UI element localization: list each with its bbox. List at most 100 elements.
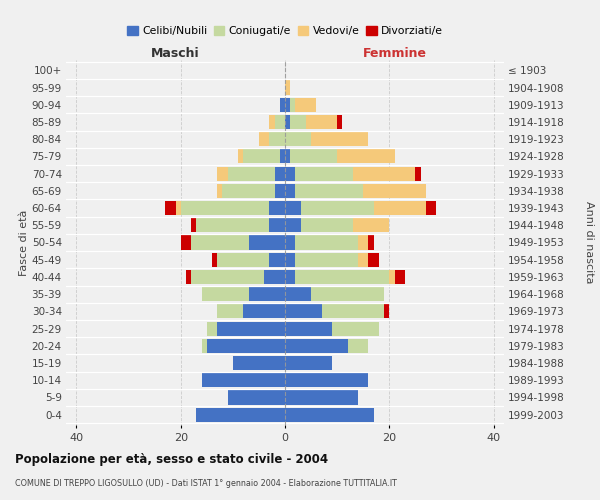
Y-axis label: Fasce di età: Fasce di età (19, 210, 29, 276)
Bar (202, 338, 207, 353)
Bar (290, 115, 306, 129)
Bar (269, 201, 285, 215)
Bar (285, 304, 322, 318)
Bar (285, 201, 301, 215)
Bar (322, 304, 384, 318)
Bar (280, 98, 285, 112)
Bar (269, 115, 275, 129)
Bar (295, 184, 363, 198)
Bar (285, 373, 368, 388)
Bar (191, 218, 196, 232)
Bar (181, 201, 269, 215)
Bar (207, 322, 217, 336)
Bar (207, 338, 285, 353)
Bar (217, 184, 223, 198)
Bar (248, 236, 285, 250)
Bar (202, 373, 285, 388)
Bar (301, 201, 374, 215)
Bar (285, 270, 295, 284)
Bar (227, 166, 275, 180)
Bar (275, 115, 285, 129)
Bar (285, 80, 290, 94)
Bar (196, 408, 285, 422)
Bar (285, 166, 295, 180)
Bar (186, 270, 191, 284)
Bar (353, 166, 415, 180)
Bar (311, 132, 368, 146)
Bar (233, 356, 285, 370)
Bar (311, 287, 384, 301)
Bar (269, 252, 285, 267)
Bar (285, 390, 358, 404)
Bar (280, 150, 285, 164)
Text: COMUNE DI TREPPO LIGOSULLO (UD) - Dati ISTAT 1° gennaio 2004 - Elaborazione TUTT: COMUNE DI TREPPO LIGOSULLO (UD) - Dati I… (15, 478, 397, 488)
Bar (368, 236, 374, 250)
Bar (217, 322, 285, 336)
Bar (358, 236, 368, 250)
Bar (285, 115, 290, 129)
Bar (295, 98, 316, 112)
Bar (285, 356, 332, 370)
Bar (295, 270, 389, 284)
Bar (275, 184, 285, 198)
Bar (165, 201, 176, 215)
Bar (353, 218, 389, 232)
Bar (285, 287, 311, 301)
Bar (285, 236, 295, 250)
Bar (217, 252, 269, 267)
Bar (275, 166, 285, 180)
Bar (290, 150, 337, 164)
Bar (285, 338, 347, 353)
Bar (259, 132, 269, 146)
Bar (243, 304, 285, 318)
Legend: Celibi/Nubili, Coniugati/e, Vedovi/e, Divorziati/e: Celibi/Nubili, Coniugati/e, Vedovi/e, Di… (122, 22, 448, 40)
Bar (295, 236, 358, 250)
Bar (368, 252, 379, 267)
Bar (243, 150, 280, 164)
Bar (248, 287, 285, 301)
Bar (426, 201, 436, 215)
Bar (217, 304, 243, 318)
Bar (238, 150, 243, 164)
Bar (191, 236, 248, 250)
Y-axis label: Anni di nascita: Anni di nascita (584, 201, 595, 284)
Bar (269, 132, 285, 146)
Bar (301, 218, 353, 232)
Text: Femmine: Femmine (362, 47, 427, 60)
Bar (285, 98, 290, 112)
Bar (337, 115, 343, 129)
Bar (176, 201, 181, 215)
Bar (285, 150, 290, 164)
Bar (374, 201, 426, 215)
Bar (332, 322, 379, 336)
Bar (227, 390, 285, 404)
Bar (217, 166, 227, 180)
Bar (306, 115, 337, 129)
Bar (269, 218, 285, 232)
Bar (389, 270, 395, 284)
Bar (295, 166, 353, 180)
Bar (285, 218, 301, 232)
Bar (295, 252, 358, 267)
Bar (337, 150, 395, 164)
Bar (363, 184, 426, 198)
Bar (290, 98, 295, 112)
Bar (347, 338, 368, 353)
Bar (384, 304, 389, 318)
Text: Popolazione per età, sesso e stato civile - 2004: Popolazione per età, sesso e stato civil… (15, 452, 328, 466)
Bar (212, 252, 217, 267)
Bar (285, 322, 332, 336)
Bar (191, 270, 264, 284)
Bar (202, 287, 248, 301)
Bar (285, 408, 374, 422)
Bar (285, 252, 295, 267)
Bar (415, 166, 421, 180)
Bar (264, 270, 285, 284)
Bar (358, 252, 368, 267)
Bar (285, 184, 295, 198)
Bar (181, 236, 191, 250)
Text: Maschi: Maschi (151, 47, 200, 60)
Bar (223, 184, 275, 198)
Bar (395, 270, 405, 284)
Bar (196, 218, 269, 232)
